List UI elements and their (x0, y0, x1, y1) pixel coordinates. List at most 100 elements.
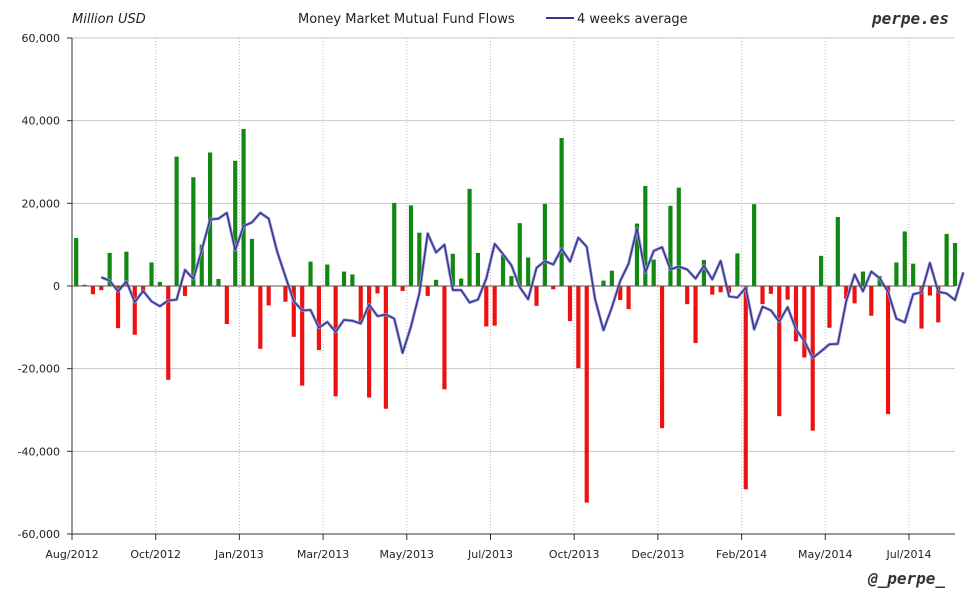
flow-bar (216, 278, 221, 286)
flow-bar (802, 286, 807, 358)
x-tick-label: Jan/2013 (214, 548, 264, 561)
flow-bar (182, 286, 188, 296)
flow-bar (99, 286, 104, 291)
flow-bar (266, 286, 271, 306)
flow-bar (668, 205, 673, 286)
flow-bar (877, 276, 882, 286)
flow-bar (132, 286, 137, 335)
flow-bar (559, 138, 564, 286)
flow-bar (166, 286, 171, 380)
flow-bar (944, 233, 949, 286)
x-tick-label: Oct/2013 (549, 548, 600, 561)
flow-bar (902, 231, 907, 286)
flow-bar (852, 286, 857, 304)
flow-bar (827, 286, 832, 328)
flow-bar (735, 253, 740, 286)
flow-bar (224, 286, 229, 325)
y-tick-label: -40,000 (18, 445, 60, 458)
flow-bar (325, 264, 330, 286)
x-tick-label: May/2014 (798, 548, 852, 561)
flow-bar (425, 286, 430, 296)
flow-bar (350, 274, 355, 286)
flow-bar (517, 223, 522, 286)
flow-bar (417, 232, 422, 286)
flow-bar (785, 286, 790, 300)
flow-bar (659, 286, 665, 429)
flow-bar (74, 238, 79, 286)
flow-bars (74, 128, 958, 503)
flow-bar (82, 284, 87, 286)
flow-bar (174, 156, 179, 286)
flow-bar (601, 280, 606, 286)
flow-bar (626, 286, 631, 310)
flow-bar (634, 223, 640, 286)
x-tick-label: Mar/2013 (297, 548, 349, 561)
flow-bar (258, 286, 263, 349)
tick-labels: 60,000 40,000 20,000 0 -20,000 -40,000 -60,000… (18, 32, 932, 561)
flow-bar (919, 286, 924, 329)
handle-label: @_perpe_ (867, 569, 945, 588)
flow-bar (392, 202, 397, 286)
flow-bar (768, 286, 773, 294)
flow-bar (676, 187, 681, 286)
flow-bar (283, 286, 288, 302)
flow-bar (693, 286, 698, 344)
x-tick-label: May/2013 (380, 548, 434, 561)
x-tick-label: Jul/2014 (885, 548, 931, 561)
flow-bar (542, 203, 547, 286)
flow-bar (927, 286, 932, 296)
flow-bar (442, 286, 447, 390)
flow-bar (726, 286, 732, 293)
y-tick-label: -60,000 (18, 528, 60, 541)
flow-bar (793, 286, 799, 342)
legend-entry-4-weeks-average: 4 weeks average (577, 12, 688, 27)
y-axis-unit-label: Million USD (72, 12, 146, 27)
flow-bar (710, 286, 715, 295)
flow-bar (358, 286, 363, 322)
x-tick-label: Aug/2012 (45, 548, 98, 561)
flow-bar (526, 257, 531, 286)
chart-title: Money Market Mutual Fund Flows (298, 12, 515, 27)
flow-bar (500, 255, 506, 286)
flow-bar (609, 270, 614, 286)
flow-bar (308, 261, 313, 286)
flow-bar (333, 286, 338, 397)
flow-bar (199, 244, 204, 286)
flow-bar (752, 204, 757, 286)
flow-bar (576, 286, 581, 369)
flow-bar (844, 286, 849, 299)
flow-bar (743, 286, 748, 490)
flow-bar (408, 205, 414, 286)
flow-bar (300, 286, 305, 386)
flow-bar (911, 263, 916, 286)
flow-bar (885, 286, 891, 415)
flow-bar (760, 286, 765, 305)
flow-bar (149, 262, 154, 286)
flow-bar (459, 278, 464, 286)
flow-bar (367, 286, 372, 398)
x-tick-label: Feb/2014 (716, 548, 767, 561)
flow-bar (584, 286, 589, 503)
x-tick-label: Dec/2013 (631, 548, 684, 561)
flow-bar (124, 251, 129, 286)
flow-bar (777, 286, 782, 417)
flow-bar (383, 286, 388, 409)
flow-bar (685, 286, 690, 305)
flow-bar (860, 271, 866, 286)
flow-bar (291, 286, 296, 337)
flow-bar (341, 271, 347, 286)
flow-bar (107, 252, 112, 286)
flow-bar (467, 188, 472, 286)
flow-bar (316, 286, 321, 351)
flow-bar (157, 281, 162, 286)
brand-label: perpe.es (871, 9, 949, 28)
flow-bar (241, 128, 246, 286)
axes (67, 37, 955, 540)
y-tick-label: -20,000 (18, 363, 60, 376)
flow-bar (450, 253, 455, 286)
flow-bar (567, 286, 573, 322)
flow-bar (818, 255, 824, 286)
flow-bar (643, 185, 648, 286)
flow-bar (400, 286, 405, 291)
